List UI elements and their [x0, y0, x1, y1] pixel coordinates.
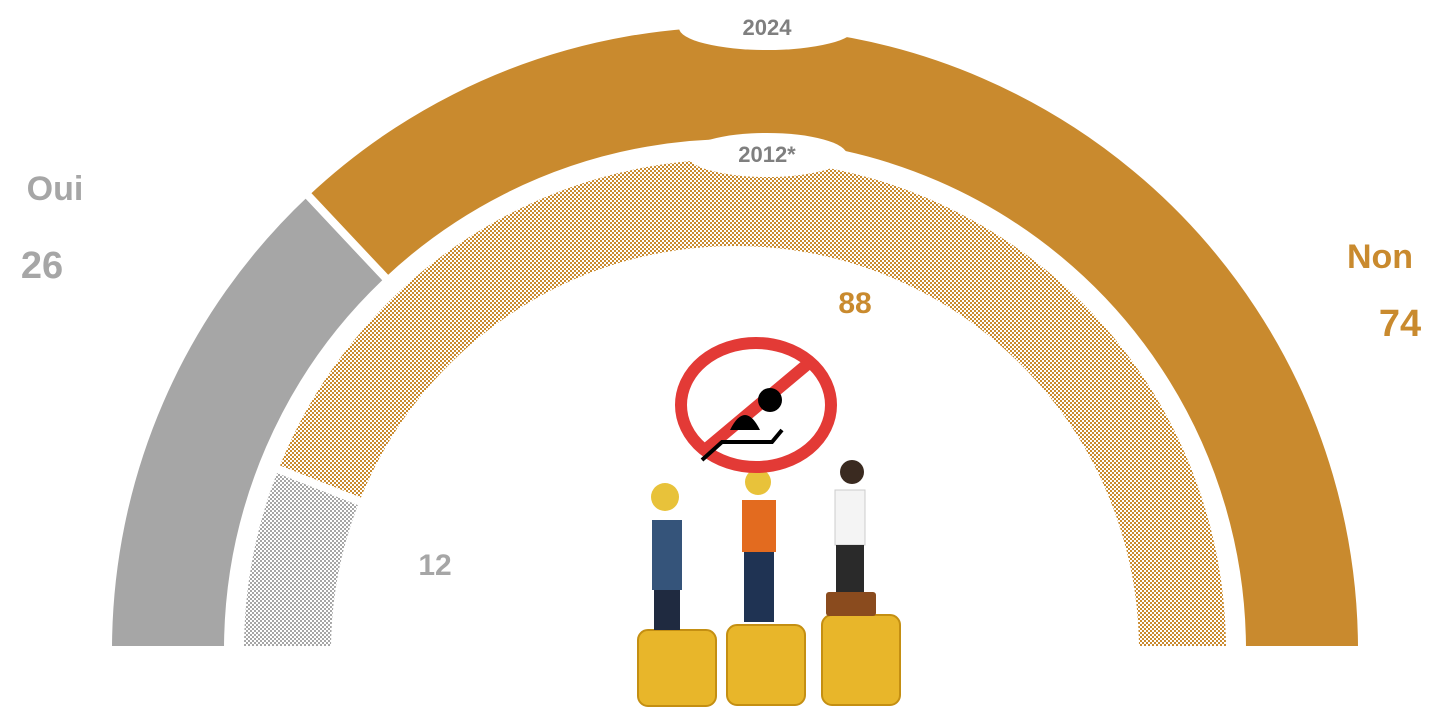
ring-name: 2012* — [738, 142, 796, 167]
category-label: Oui — [27, 170, 84, 208]
rings — [103, 19, 1367, 654]
people — [651, 460, 876, 630]
value-label: 88 — [838, 287, 871, 320]
ring-name: 2024 — [743, 15, 793, 40]
value-label: 26 — [21, 245, 63, 287]
illustration — [637, 337, 901, 707]
ring-badge — [687, 133, 847, 177]
category-label: Non — [1347, 238, 1413, 276]
value-label: 12 — [418, 549, 451, 582]
ring-badge — [679, 6, 855, 50]
value-label: 74 — [1379, 303, 1421, 345]
arc-segment — [269, 151, 1235, 654]
prohibition-sign — [675, 337, 837, 473]
coin-stacks — [637, 614, 901, 707]
